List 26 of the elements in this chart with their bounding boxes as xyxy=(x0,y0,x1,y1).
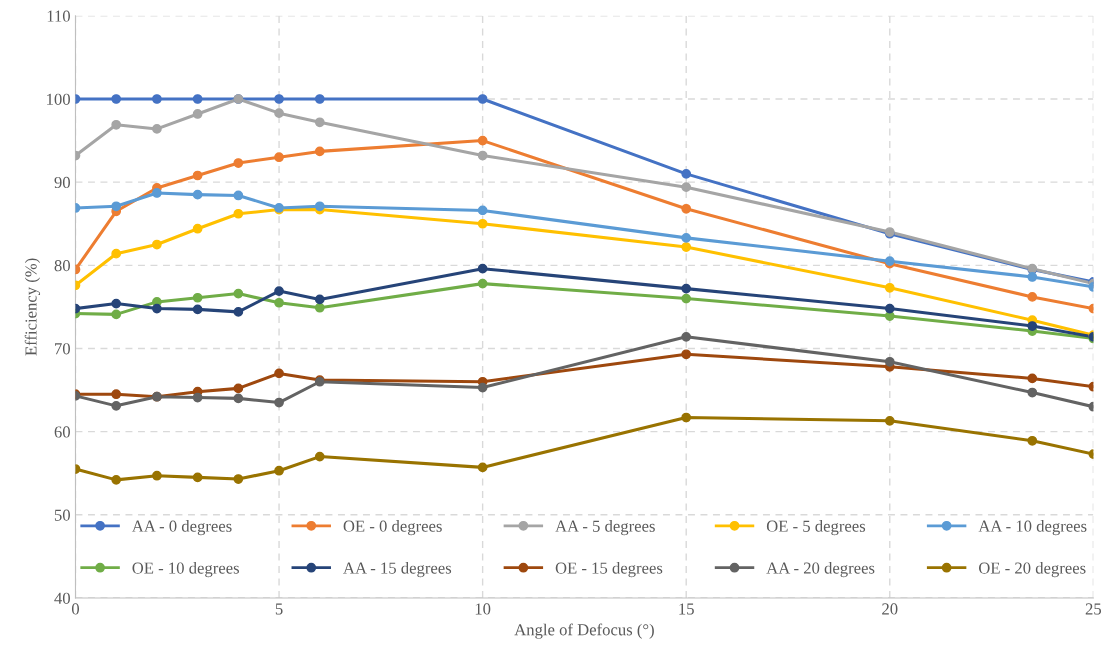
legend-label: AA - 5 degrees xyxy=(555,520,655,536)
y-tick-label: 90 xyxy=(54,176,70,189)
x-tick-label: 25 xyxy=(1085,603,1102,615)
x-tick-label: 20 xyxy=(882,603,898,615)
y-tick-label: 110 xyxy=(47,10,70,22)
legend-label: OE - 0 degrees xyxy=(343,520,442,536)
x-tick-label: 0 xyxy=(71,603,80,615)
legend-label: OE - 20 degrees xyxy=(978,561,1086,578)
legend-label: AA - 15 degrees xyxy=(343,561,452,578)
x-tick-label: 15 xyxy=(679,603,694,615)
y-tick-label: 60 xyxy=(54,426,70,438)
legend-label: OE - 5 degrees xyxy=(766,520,866,536)
x-tick-label: 10 xyxy=(475,603,491,615)
y-tick-label: 40 xyxy=(54,592,70,604)
legend-label: OE - 15 degrees xyxy=(555,561,663,578)
legend-label: AA - 0 degrees xyxy=(131,520,232,536)
y-tick-label: 100 xyxy=(47,93,70,105)
y-tick-label: 70 xyxy=(55,343,70,355)
x-axis-title: Angle of Defocus (°) xyxy=(514,623,654,639)
legend-label: AA - 20 degrees xyxy=(766,561,875,578)
legend-label: AA - 10 degrees xyxy=(978,520,1087,536)
y-tick-label: 50 xyxy=(54,509,70,521)
y-tick-label: 80 xyxy=(54,260,70,272)
legend-label: OE - 10 degrees xyxy=(132,561,239,578)
y-axis-title: Efficiency (%) xyxy=(24,258,41,356)
x-tick-label: 5 xyxy=(275,603,283,615)
